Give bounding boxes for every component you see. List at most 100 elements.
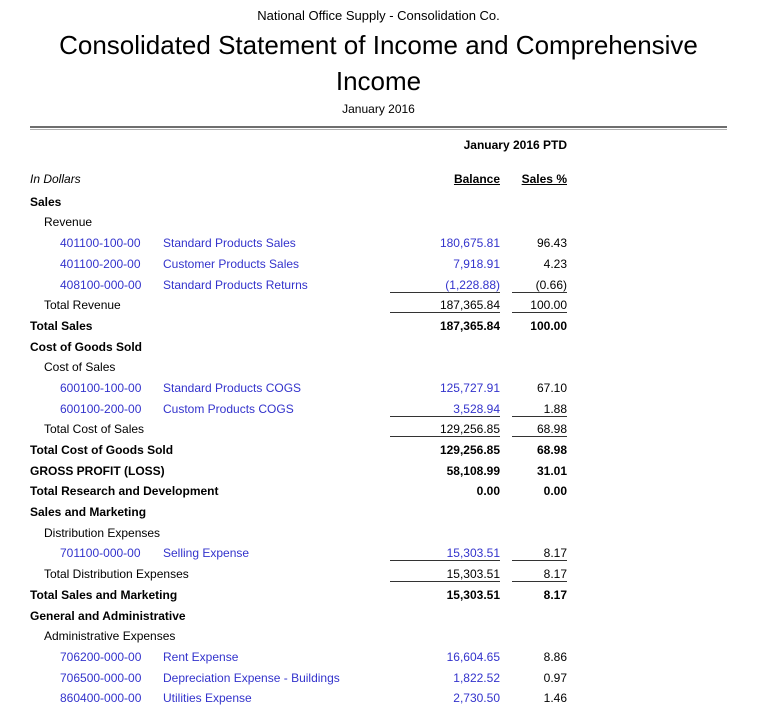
row-label: Total Cost of Goods Sold xyxy=(30,443,174,458)
row-left: Total Sales xyxy=(30,319,390,333)
row-left: Total Cost of Sales xyxy=(30,422,390,436)
balance-value[interactable]: 125,727.91 xyxy=(439,380,500,395)
account-name-link[interactable]: Depreciation Expense - Buildings xyxy=(163,670,340,685)
row-left: Total Sales and Marketing xyxy=(30,588,390,602)
sales-pct-value: 0.00 xyxy=(543,484,567,499)
balance-value[interactable]: 3,528.94 xyxy=(390,402,500,417)
account-name-link[interactable]: Selling Expense xyxy=(163,546,250,561)
units-label: In Dollars xyxy=(30,171,81,186)
balance-value[interactable]: (1,228.88) xyxy=(390,278,500,293)
sales-pct-value: 100.00 xyxy=(512,298,567,314)
account-name-link[interactable]: Utilities Expense xyxy=(163,691,252,706)
balance-value: 187,365.84 xyxy=(390,298,500,314)
account-name-link[interactable]: Rent Expense xyxy=(163,649,239,664)
report-row-grand: GROSS PROFIT (LOSS) 58,108.99 31.01 xyxy=(30,461,567,482)
row-left: Administrative Expenses xyxy=(30,629,390,643)
balance-value: 15,303.51 xyxy=(446,587,500,602)
pct-column-header: Sales % xyxy=(512,172,567,186)
row-left: GROSS PROFIT (LOSS) xyxy=(30,464,390,478)
report-row-section: Sales and Marketing xyxy=(30,502,567,523)
row-left: Total Revenue xyxy=(30,298,390,312)
sales-pct-value: 96.43 xyxy=(536,236,567,251)
account-number-link[interactable]: 401100-100-00 xyxy=(60,236,141,251)
row-label: Total Revenue xyxy=(44,298,121,313)
row-left: Distribution Expenses xyxy=(30,526,390,540)
row-left: 701100-000-00 Selling Expense xyxy=(30,546,390,560)
account-name-link[interactable]: Standard Products COGS xyxy=(163,380,302,395)
account-number-link[interactable]: 401100-200-00 xyxy=(60,256,141,271)
report-row-subsection: Distribution Expenses xyxy=(30,523,567,544)
row-left: Cost of Goods Sold xyxy=(30,340,390,354)
row-label: Sales and Marketing xyxy=(30,505,147,520)
row-left: 860400-000-00 Utilities Expense xyxy=(30,691,390,705)
sales-pct-value: (0.66) xyxy=(512,278,567,293)
account-name-link[interactable]: Custom Products COGS xyxy=(163,401,294,416)
row-left: 408100-000-00 Standard Products Returns xyxy=(30,278,390,292)
sales-pct-value: 8.86 xyxy=(543,649,567,664)
sales-pct-value: 68.98 xyxy=(536,443,567,458)
sales-pct-value: 1.88 xyxy=(512,402,567,417)
report-row-total: Total Cost of Sales 129,256.85 68.98 xyxy=(30,419,567,440)
report-row-detail: 706500-000-00 Depreciation Expense - Buil… xyxy=(30,668,567,689)
balance-column-header: Balance xyxy=(390,172,500,186)
sales-pct-value: 100.00 xyxy=(530,318,567,333)
report-row-detail: 401100-200-00 Customer Products Sales 7,91… xyxy=(30,254,567,275)
account-name-link[interactable]: Customer Products Sales xyxy=(163,256,300,271)
row-left: Revenue xyxy=(30,215,390,229)
report-row-subsection: Revenue xyxy=(30,212,567,233)
row-label: Sales xyxy=(30,194,62,209)
balance-value[interactable]: 2,730.50 xyxy=(453,691,500,706)
report-row-total: Total Revenue 187,365.84 100.00 xyxy=(30,295,567,316)
row-label: Total Sales xyxy=(30,318,93,333)
row-left: Total Distribution Expenses xyxy=(30,567,390,581)
account-name-link[interactable]: Standard Products Returns xyxy=(163,277,308,292)
report-row-detail: 860400-000-00 Utilities Expense 2,730.50 1.… xyxy=(30,688,567,709)
report-body: January 2016 PTD In Dollars Balance Sale… xyxy=(30,138,567,709)
report-row-detail: 701100-000-00 Selling Expense 15,303.51 8.1… xyxy=(30,543,567,564)
account-number-link[interactable]: 408100-000-00 xyxy=(60,277,142,292)
account-name-link[interactable]: Standard Products Sales xyxy=(163,236,296,251)
sales-pct-value: 68.98 xyxy=(512,422,567,438)
report-row-detail: 408100-000-00 Standard Products Returns (1… xyxy=(30,275,567,296)
report-row-detail: 600100-200-00 Custom Products COGS 3,528.9… xyxy=(30,399,567,420)
sales-pct-value: 0.97 xyxy=(543,670,567,685)
report-title: Consolidated Statement of Income and Com… xyxy=(59,30,698,97)
balance-value[interactable]: 15,303.51 xyxy=(390,546,500,562)
row-label: Cost of Sales xyxy=(44,360,116,375)
balance-value: 0.00 xyxy=(476,484,500,499)
pct-column-header-text: Sales % xyxy=(521,171,567,186)
row-label: Total Research and Development xyxy=(30,484,219,499)
report-row-section: Cost of Goods Sold xyxy=(30,337,567,358)
report-row-subsection: Administrative Expenses xyxy=(30,626,567,647)
row-left: 600100-100-00 Standard Products COGS xyxy=(30,381,390,395)
period-group-label: January 2016 PTD xyxy=(463,137,567,152)
account-number-link[interactable]: 706200-000-00 xyxy=(60,649,142,664)
account-number-link[interactable]: 706500-000-00 xyxy=(60,670,142,685)
report-row-grand: Total Cost of Goods Sold 129,256.85 68.98 xyxy=(30,440,567,461)
report-period: January 2016 xyxy=(342,101,415,116)
balance-value[interactable]: 1,822.52 xyxy=(453,670,500,685)
report-row-detail: 600100-100-00 Standard Products COGS 125,7… xyxy=(30,378,567,399)
account-number-link[interactable]: 600100-100-00 xyxy=(60,380,142,395)
balance-value: 15,303.51 xyxy=(390,567,500,583)
sales-pct-value: 67.10 xyxy=(536,380,567,395)
row-left: 706200-000-00 Rent Expense xyxy=(30,650,390,664)
balance-value: 129,256.85 xyxy=(439,443,500,458)
row-label: Total Distribution Expenses xyxy=(44,567,189,582)
account-number-link[interactable]: 860400-000-00 xyxy=(60,691,142,706)
report-row-section: General and Administrative xyxy=(30,606,567,627)
row-left: Cost of Sales xyxy=(30,360,390,374)
account-number-link[interactable]: 600100-200-00 xyxy=(60,401,142,416)
row-left: 600100-200-00 Custom Products COGS xyxy=(30,402,390,416)
row-label: Revenue xyxy=(44,215,93,230)
balance-value[interactable]: 180,675.81 xyxy=(439,236,500,251)
account-number-link[interactable]: 701100-000-00 xyxy=(60,546,141,561)
report-row-grand: Total Research and Development 0.00 0.00 xyxy=(30,481,567,502)
balance-value[interactable]: 16,604.65 xyxy=(446,649,500,664)
sales-pct-value: 31.01 xyxy=(536,463,567,478)
report-row-grand: Total Sales and Marketing 15,303.51 8.17 xyxy=(30,585,567,606)
sales-pct-value: 8.17 xyxy=(512,567,567,583)
row-label: Total Sales and Marketing xyxy=(30,587,178,602)
balance-value[interactable]: 7,918.91 xyxy=(453,256,500,271)
